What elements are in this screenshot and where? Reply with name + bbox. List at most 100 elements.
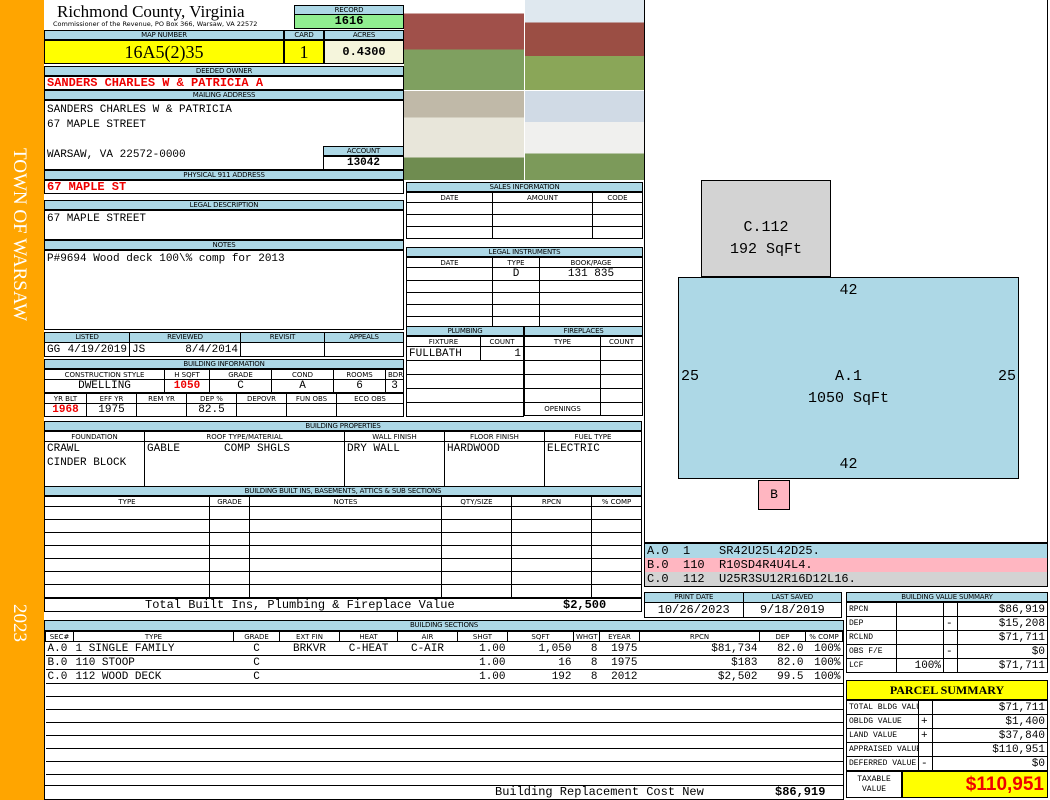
sketch-section-a[interactable]: A.1 1050 SqFt 42 42 25 25 xyxy=(678,277,1019,479)
table-cell: D xyxy=(492,267,540,281)
table-row: FULLBATH 1 xyxy=(406,346,524,361)
sidebar: TOWN OF WARSAW 2023 xyxy=(0,0,44,800)
column-header: DATE xyxy=(406,192,493,203)
column-header: OPENINGS xyxy=(524,402,601,416)
table-cell: RCLND xyxy=(846,630,897,645)
table-cell: 6 xyxy=(333,379,386,393)
table-cell xyxy=(209,584,250,598)
building-sections-label: BUILDING SECTIONS xyxy=(45,621,843,631)
dim-right: 25 xyxy=(997,368,1016,385)
print-date-label: PRINT DATE xyxy=(644,592,744,603)
table-cell: 1050 xyxy=(164,379,210,393)
table-cell xyxy=(492,214,593,227)
sketch-area[interactable]: C.112 192 SqFt A.1 1050 SqFt 42 42 25 25 B xyxy=(644,0,1048,543)
column-header: CONSTRUCTION STYLE xyxy=(44,369,165,380)
column-header: BOOK/PAGE xyxy=(539,257,643,268)
column-header: QTY/SIZE xyxy=(441,496,512,507)
table-cell xyxy=(805,761,843,775)
table-cell xyxy=(279,735,340,749)
last-saved: 9/18/2019 xyxy=(742,602,842,618)
building-sections: BUILDING SECTIONS SEC# TYPE GRADE EXT FIN HE… xyxy=(44,620,844,800)
table-cell: TOTAL BLDG VALUE xyxy=(846,700,919,715)
table-cell xyxy=(45,683,74,697)
record-value: 1616 xyxy=(294,15,404,29)
table-cell xyxy=(573,696,600,710)
fireplaces-label: FIREPLACES xyxy=(524,326,643,336)
column-header: RPCN xyxy=(639,631,760,642)
table-cell xyxy=(639,722,760,736)
appeals-label: APPEALS xyxy=(324,332,404,343)
column-header: ROOMS xyxy=(333,369,386,380)
parcel-summary-row: APPRAISED VALUE $110,951 xyxy=(846,742,1048,757)
table-cell xyxy=(339,735,398,749)
table-row: D 131 835 xyxy=(406,267,643,281)
table-cell xyxy=(45,735,74,749)
listed-label: LISTED xyxy=(44,332,130,343)
property-photo-outbuilding[interactable] xyxy=(525,91,644,180)
table-cell xyxy=(73,709,234,723)
sketch-section-b[interactable]: B xyxy=(758,480,790,510)
sketch-section-c[interactable]: C.112 192 SqFt xyxy=(701,180,831,277)
built-ins: BUILDING BUILT INS, BASEMENTS, ATTICS & … xyxy=(44,486,642,612)
wall-finish: DRY WALL xyxy=(344,441,445,490)
property-photo-front[interactable] xyxy=(404,0,524,90)
table-row: OPENINGS xyxy=(524,402,643,416)
table-cell: $71,711 xyxy=(957,658,1048,673)
table-cell: $15,208 xyxy=(957,616,1048,631)
table-cell xyxy=(279,669,340,684)
table-cell xyxy=(45,748,74,762)
sketch-legend-row[interactable]: C.0 112 U25R3SU12R16D12L16. xyxy=(645,572,1047,586)
table-cell xyxy=(249,532,442,546)
table-cell xyxy=(279,683,340,697)
table-cell xyxy=(896,602,944,617)
revisit-label: REVISIT xyxy=(240,332,325,343)
column-header: NOTES xyxy=(249,496,442,507)
owner-label: DEEDED OWNER xyxy=(44,66,404,76)
table-cell xyxy=(511,584,592,598)
sketch-legend-row[interactable]: A.0 1 SR42U25L42D25. xyxy=(645,544,1047,558)
empty-row xyxy=(406,292,643,305)
owner-name: SANDERS CHARLES W & PATRICIA A xyxy=(44,76,404,90)
table-cell xyxy=(524,388,601,403)
table-cell xyxy=(279,722,340,736)
county-title: Richmond County, Virginia xyxy=(57,2,245,21)
table-cell xyxy=(441,558,512,572)
listed-by: GG xyxy=(47,343,61,356)
table-cell xyxy=(406,226,493,239)
table-cell xyxy=(759,735,806,749)
table-row: DWELLING 1050 C A 6 3 xyxy=(44,379,404,393)
table-cell xyxy=(406,280,493,293)
table-cell: + xyxy=(918,714,933,729)
column-header: FLOOR FINISH xyxy=(444,431,545,442)
property-photo-shed[interactable] xyxy=(404,91,524,180)
table-cell xyxy=(209,532,250,546)
table-cell xyxy=(279,696,340,710)
table-cell: 82.0 xyxy=(759,655,806,670)
empty-row xyxy=(406,202,643,215)
column-header: GRADE xyxy=(209,369,272,380)
table-cell xyxy=(511,532,592,546)
table-cell xyxy=(805,683,843,697)
column-header: DEP % xyxy=(186,393,237,404)
taxable-label: TAXABLE VALUE xyxy=(846,771,902,798)
floor-finish: HARDWOOD xyxy=(444,441,545,490)
account-label: ACCOUNT xyxy=(323,146,404,156)
review-block: LISTED REVIEWED REVISIT APPEALS GG 4/19/2019… xyxy=(44,332,404,357)
table-cell: 8 xyxy=(573,669,600,684)
empty-row xyxy=(44,558,642,572)
table-cell xyxy=(539,292,643,305)
table-cell xyxy=(805,735,843,749)
table-cell xyxy=(759,761,806,775)
table-cell xyxy=(279,748,340,762)
empty-row xyxy=(406,214,643,227)
property-photo-front-2[interactable] xyxy=(525,0,644,90)
table-cell xyxy=(406,402,524,417)
table-cell: RPCN xyxy=(846,602,897,617)
table-cell xyxy=(406,214,493,227)
table-cell xyxy=(457,722,508,736)
table-cell xyxy=(339,669,398,684)
table-cell: 100% xyxy=(805,641,843,656)
sketch-legend-row[interactable]: B.0 110 R10SD4R4U4L4. xyxy=(645,558,1047,572)
mailing-line-1: SANDERS CHARLES W & PATRICIA xyxy=(47,104,232,116)
table-row: YR BLT EFF YR REM YR DEP % DEPOVR FUN OBS ECO … xyxy=(44,393,404,404)
